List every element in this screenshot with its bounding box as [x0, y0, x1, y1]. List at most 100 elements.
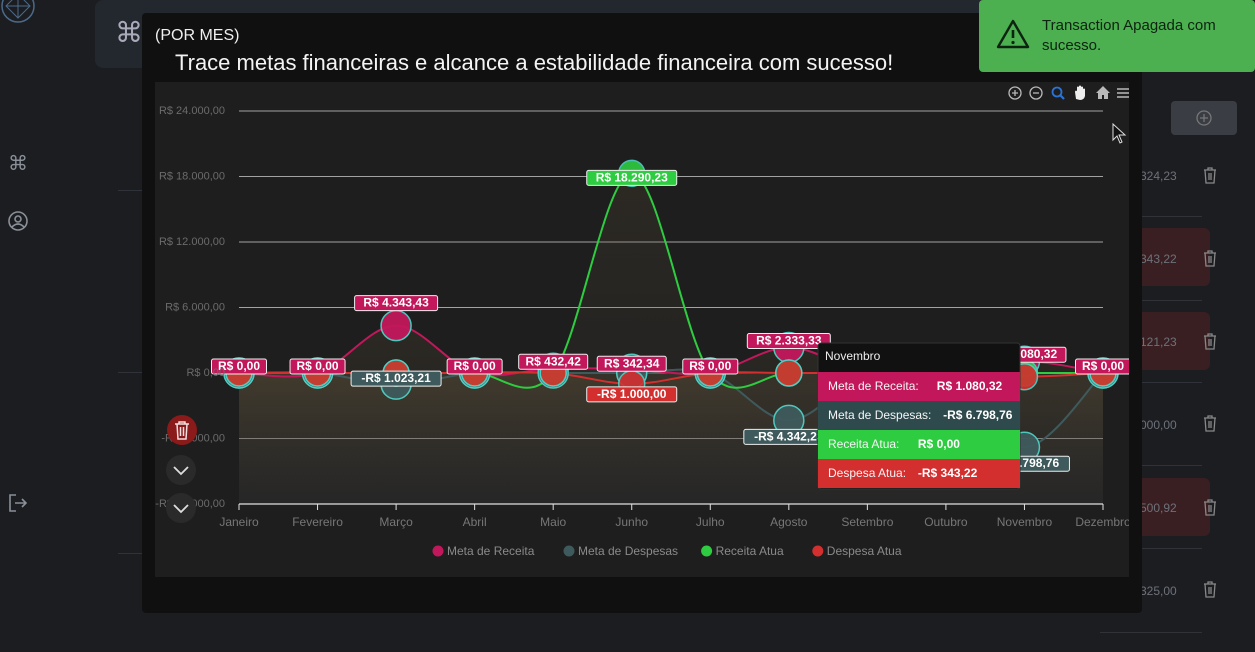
divider — [118, 553, 148, 554]
expand-button[interactable] — [166, 455, 196, 485]
tooltip-title: Novembro — [825, 349, 881, 363]
data-label-box — [586, 386, 678, 403]
pan-icon[interactable] — [1075, 85, 1085, 101]
data-label-text: -R$ 1.000,00 — [597, 387, 667, 401]
zoom-in-icon[interactable] — [1008, 86, 1022, 100]
add-transaction-button[interactable] — [1171, 101, 1237, 135]
chevron-down-icon — [173, 466, 189, 476]
data-label: R$ 4.343,43 — [354, 295, 439, 312]
chart-tooltip: Novembro Meta de Receita: R$ 1.080,32 Meta … — [817, 342, 1021, 490]
trash-icon[interactable] — [1202, 414, 1218, 432]
data-label-text: -R$ 4.342,23 — [754, 429, 824, 443]
trash-icon[interactable] — [1202, 249, 1218, 267]
y-tick-label: R$ 12.000,00 — [159, 236, 225, 248]
chart-container: R$ 0,00 R$ 0,00 R$ 4.343,43 -R$ 1.023,21 R$ … — [155, 82, 1131, 577]
tooltip-row-label: Meta de Despesas: — [828, 408, 931, 422]
data-label-box — [289, 358, 346, 375]
transaction-row: 325,00 — [1100, 560, 1216, 618]
data-point — [380, 309, 412, 342]
command-icon[interactable]: ⌘ — [8, 153, 28, 175]
trash-icon[interactable] — [1202, 498, 1218, 516]
selection-zoom-icon[interactable] — [1051, 86, 1065, 100]
data-label: R$ 0,00 — [682, 358, 739, 375]
data-label: R$ 0,00 — [289, 358, 346, 375]
mouse-cursor-icon — [1112, 123, 1127, 144]
data-label-text: R$ 2.333,33 — [756, 334, 822, 348]
legend-label[interactable]: Meta de Receita — [447, 544, 535, 558]
tooltip-row — [818, 430, 1020, 459]
tooltip-row-label: Despesa Atua: — [828, 466, 906, 480]
divider — [118, 190, 148, 191]
tooltip-row-value: -R$ 343,22 — [918, 466, 978, 480]
tooltip-row-label: Meta de Receita: — [828, 379, 919, 393]
chevron-down-icon — [173, 504, 189, 514]
legend-marker — [563, 545, 575, 557]
y-tick-label: R$ 0,00 — [186, 367, 225, 379]
data-label: R$ 432,42 — [518, 353, 589, 370]
trash-icon[interactable] — [1202, 166, 1218, 184]
data-label-text: R$ 0,00 — [689, 359, 731, 373]
legend-label[interactable]: Meta de Despesas — [578, 544, 678, 558]
x-tick-label: Março — [379, 515, 413, 529]
data-label-text: R$ 0,00 — [1082, 359, 1124, 373]
legend-marker — [432, 545, 444, 557]
x-tick-label: Agosto — [770, 515, 808, 529]
transaction-amount: 343,22 — [1140, 252, 1177, 266]
sidebar: ⌘ — [0, 0, 40, 652]
data-label: R$ 2.333,33 — [746, 333, 831, 350]
modal-subtitle: (POR MES) — [155, 27, 240, 44]
menu-icon[interactable] — [1117, 88, 1131, 98]
logout-icon[interactable] — [7, 492, 29, 514]
x-tick-label: Novembro — [997, 515, 1053, 529]
x-tick-label: Fevereiro — [292, 515, 343, 529]
data-label-box — [211, 358, 267, 375]
zoom-out-icon[interactable] — [1029, 86, 1043, 100]
tooltip-row — [818, 401, 1020, 430]
data-label-text: R$ 342,34 — [604, 356, 660, 370]
data-label-text: R$ 432,42 — [525, 354, 581, 368]
x-tick-label: Maio — [540, 515, 566, 529]
trash-icon[interactable] — [1202, 580, 1218, 598]
transaction-amount: 121,23 — [1140, 335, 1177, 349]
tooltip-row-value: R$ 1.080,32 — [937, 379, 1003, 393]
legend-marker — [812, 545, 824, 557]
transaction-row: 000,00 — [1100, 394, 1216, 452]
reset-home-icon[interactable] — [1096, 86, 1110, 99]
data-label-box — [446, 358, 503, 375]
tooltip-row-label: Receita Atua: — [828, 437, 899, 451]
data-label: R$ 0,00 — [446, 358, 503, 375]
area-chart: R$ 0,00 R$ 0,00R$ 4.343,43-R$ 1.023,21R$ … — [155, 85, 1131, 558]
data-label: R$ 18.290,23 — [586, 169, 678, 186]
logo-icon — [1, 0, 35, 23]
legend-label[interactable]: Despesa Atua — [827, 544, 902, 558]
transaction-amount: 500,92 — [1140, 501, 1177, 515]
data-label-box — [586, 169, 678, 186]
transaction-amount: 324,23 — [1140, 169, 1177, 183]
legend-label[interactable]: Receita Atua — [716, 544, 784, 558]
data-label: R$ 0,00 — [1075, 358, 1131, 375]
x-tick-label: Dezembro — [1075, 515, 1129, 529]
data-label-box — [682, 358, 739, 375]
tooltip-row — [818, 459, 1020, 488]
data-label-text: R$ 18.290,23 — [596, 170, 668, 184]
data-label-box — [354, 295, 439, 312]
trash-icon — [175, 421, 189, 440]
transaction-amount: 000,00 — [1140, 418, 1177, 432]
y-tick-label: R$ 24.000,00 — [159, 105, 225, 117]
data-label-text: -R$ 1.023,21 — [361, 371, 431, 385]
user-icon[interactable] — [7, 210, 29, 232]
transaction-row: 324,23 — [1100, 146, 1216, 204]
data-label: -R$ 1.000,00 — [586, 386, 678, 403]
tooltip-row-value: R$ 0,00 — [918, 437, 960, 451]
delete-button[interactable] — [167, 415, 197, 445]
warning-icon — [996, 19, 1030, 49]
data-label: R$ 0,00 — [211, 358, 267, 375]
data-label-box — [596, 355, 667, 372]
data-label-text: R$ 4.343,43 — [363, 296, 429, 310]
tooltip-row-value: -R$ 6.798,76 — [943, 408, 1013, 422]
expand-button-secondary[interactable] — [166, 493, 196, 523]
trash-icon[interactable] — [1202, 332, 1218, 350]
success-toast[interactable]: Transaction Apagada com sucesso. — [979, 0, 1255, 72]
data-label: R$ 342,34 — [596, 355, 667, 372]
tooltip-row — [818, 372, 1020, 401]
